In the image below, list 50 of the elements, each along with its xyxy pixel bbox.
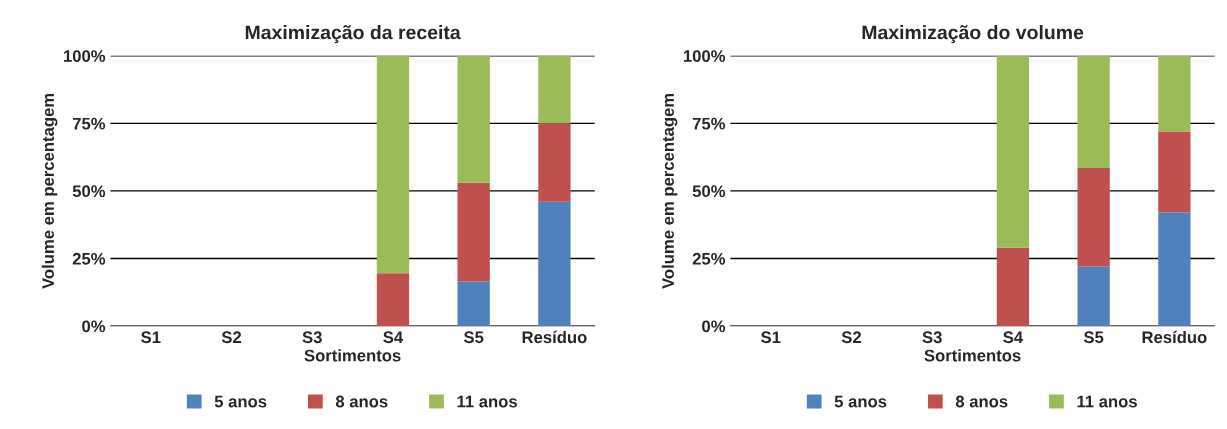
bar [1158, 212, 1191, 327]
x-tick-label: S4 [1003, 331, 1024, 344]
bar [1158, 55, 1191, 132]
y-tick-label: 25% [72, 252, 106, 265]
x-tick-label: Resíduo [522, 330, 587, 344]
y-tick-label: 0% [82, 320, 106, 333]
x-tick-label: S5 [463, 331, 484, 344]
y-tick-label: 0% [702, 320, 726, 333]
y-tick-label: 100% [63, 50, 106, 62]
x-tick-label: S1 [141, 331, 161, 344]
bar [457, 182, 490, 282]
bar [1077, 167, 1110, 267]
bar [996, 55, 1030, 248]
bar [538, 55, 571, 124]
legend-label: 5 anos [214, 395, 267, 408]
bar [1077, 55, 1110, 168]
x-tick-label: S1 [761, 331, 781, 344]
legend-label: 11 anos [1077, 395, 1137, 408]
chart-title: Maximização do volume [862, 25, 1084, 44]
legend-label: 8 anos [955, 395, 1008, 408]
bar [996, 247, 1030, 327]
x-tick-label: S2 [221, 331, 242, 344]
x-tick-label: S2 [841, 331, 861, 344]
chart-title: Maximização da receita [245, 25, 461, 44]
bar [376, 55, 410, 274]
y-tick-label: 50% [72, 185, 106, 198]
x-tick-label: S3 [922, 331, 942, 344]
bar [538, 201, 571, 327]
bar [457, 281, 490, 327]
legend-label: 8 anos [335, 395, 388, 408]
bar [376, 273, 410, 327]
x-tick-label: Resíduo [1142, 330, 1207, 344]
legend-label: 11 anos [457, 395, 517, 408]
legend-label: 5 anos [834, 395, 887, 408]
y-tick-label: 75% [692, 117, 726, 130]
bar [1077, 266, 1110, 327]
bar [538, 123, 571, 202]
x-tick-label: S4 [383, 331, 404, 344]
bar [1158, 131, 1191, 213]
y-tick-label: 100% [683, 50, 726, 62]
bar [457, 55, 490, 183]
y-axis-title: Volume em percentagem [41, 93, 58, 289]
x-axis-title: Sortimentos [304, 349, 401, 362]
x-axis-title: Sortimentos [924, 349, 1021, 362]
x-tick-label: S5 [1083, 331, 1104, 344]
y-tick-label: 25% [692, 252, 726, 265]
y-axis-title: Volume em percentagem [661, 93, 678, 289]
y-tick-label: 75% [72, 117, 106, 130]
y-tick-label: 50% [692, 185, 726, 198]
x-tick-label: S3 [302, 331, 322, 344]
